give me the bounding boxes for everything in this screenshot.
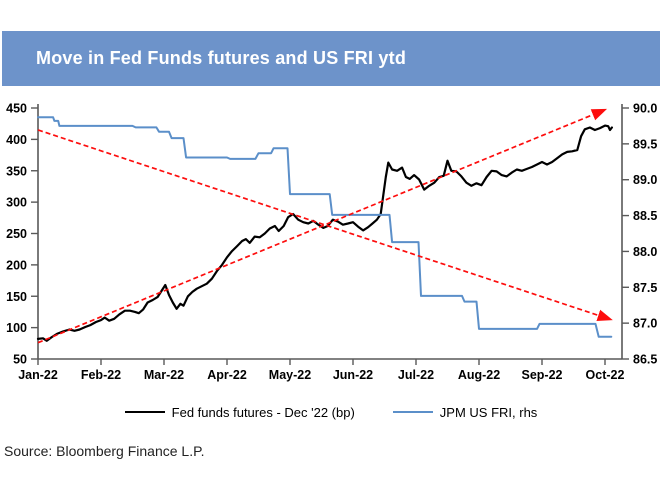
y-left-tick-label: 450 [6, 102, 27, 116]
x-axis-label: Jan-22 [18, 368, 58, 382]
chart-title-bar: Move in Fed Funds futures and US FRI ytd [2, 31, 660, 86]
y-left-tick-label: 350 [6, 164, 27, 178]
y-left-tick-label: 200 [6, 258, 27, 272]
trend-arrows [37, 108, 613, 344]
x-axis-label: Sep-22 [522, 368, 563, 382]
y-left-tick-label: 150 [6, 290, 27, 304]
x-axis-label: Aug-22 [458, 368, 500, 382]
legend-label-fri: JPM US FRI, rhs [439, 404, 538, 420]
y-right-tick-label: 89.5 [633, 137, 657, 151]
y-right-tick-label: 88.0 [633, 245, 657, 259]
y-left-tick-label: 400 [6, 133, 27, 147]
chart-area: 450 400 350 300 250 200 150 100 50 90.0 89.5 89.0 88… [0, 95, 662, 395]
x-axis-label: Oct-22 [586, 368, 625, 382]
x-axis-label: Jun-22 [333, 368, 373, 382]
y-right-tick-label: 89.0 [633, 173, 657, 187]
tick-labels: 450 400 350 300 250 200 150 100 50 90.0 89.5 89.0 88… [6, 102, 657, 383]
data-series [36, 116, 614, 342]
legend: Fed funds futures - Dec '22 (bp) JPM US … [0, 402, 662, 422]
y-left-tick-label: 50 [13, 353, 27, 367]
y-left-tick-label: 250 [6, 227, 27, 241]
x-axis-label: Apr-22 [207, 368, 247, 382]
y-right-tick-label: 86.5 [633, 353, 657, 367]
y-left-tick-label: 100 [6, 321, 27, 335]
legend-label-fed-funds: Fed funds futures - Dec '22 (bp) [171, 404, 355, 420]
jpm-us-fri-line [37, 116, 613, 338]
uptrend-arrow [37, 108, 608, 344]
chart-title: Move in Fed Funds futures and US FRI ytd [36, 48, 407, 68]
legend-item-fed-funds: Fed funds futures - Dec '22 (bp) [124, 404, 355, 420]
y-right-tick-label: 88.5 [633, 209, 657, 223]
fed-funds-fri-chart: 450 400 350 300 250 200 150 100 50 90.0 89.5 89.0 88… [6, 102, 657, 383]
axes [31, 104, 629, 365]
x-axis-label: Mar-22 [144, 368, 184, 382]
downtrend-arrow [37, 129, 613, 322]
y-right-tick-label: 87.5 [633, 281, 657, 295]
fri-line-swatch [392, 411, 433, 413]
x-axis-label: May-22 [269, 368, 311, 382]
x-axis-label: Jul-22 [398, 368, 434, 382]
x-axis-label: Feb-22 [81, 368, 121, 382]
source-text: Source: Bloomberg Finance L.P. [4, 443, 205, 459]
fed-funds-line-swatch [124, 411, 165, 413]
y-right-tick-label: 90.0 [633, 102, 657, 116]
legend-item-fri: JPM US FRI, rhs [392, 404, 538, 420]
y-right-tick-label: 87.0 [633, 317, 657, 331]
y-left-tick-label: 300 [6, 196, 27, 210]
